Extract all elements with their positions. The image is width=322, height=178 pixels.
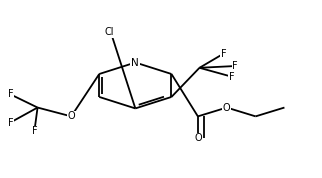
Text: O: O — [194, 134, 202, 143]
Text: F: F — [221, 49, 226, 59]
Text: F: F — [7, 117, 13, 128]
Text: F: F — [7, 89, 13, 99]
Text: Cl: Cl — [105, 27, 114, 38]
Text: N: N — [131, 57, 139, 67]
Text: O: O — [67, 111, 75, 121]
Text: F: F — [32, 126, 37, 136]
Text: F: F — [229, 72, 234, 82]
Text: O: O — [223, 103, 231, 112]
Text: F: F — [232, 61, 238, 71]
